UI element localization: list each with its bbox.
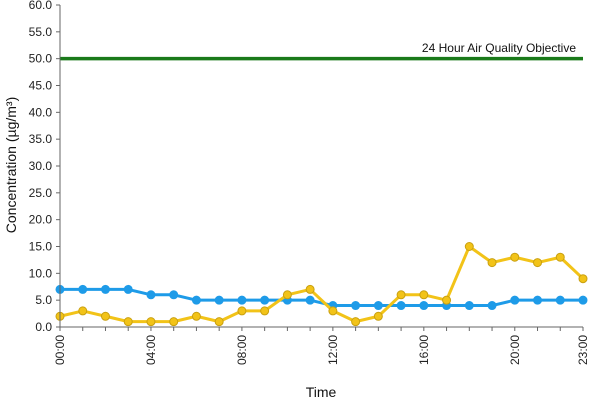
x-tick-label: 20:00 — [508, 335, 522, 365]
series-2-point — [419, 290, 429, 300]
series-2-point — [510, 252, 520, 262]
y-tick-label: 20.0 — [29, 213, 53, 227]
x-tick-label: 08:00 — [235, 335, 249, 365]
series-2-point — [328, 306, 338, 316]
series-2-point — [282, 290, 292, 300]
series-1-point — [555, 295, 565, 305]
x-tick-label: 12:00 — [326, 335, 340, 365]
y-tick-label: 40.0 — [29, 105, 53, 119]
series-2-point — [487, 258, 497, 268]
x-axis-title: Time — [306, 384, 337, 400]
series-2-line — [59, 245, 585, 324]
series-2-point — [373, 311, 383, 321]
series-1-point — [533, 295, 543, 305]
series-1-point — [396, 301, 406, 311]
series-2-point — [464, 242, 474, 251]
series-2-point — [260, 306, 270, 316]
y-tick-label: 10.0 — [29, 266, 53, 280]
y-tick-label: 60.0 — [29, 0, 53, 12]
series-1-point — [191, 295, 201, 305]
series-2-point — [533, 258, 543, 268]
series-2-point — [351, 317, 361, 327]
series-1-point — [100, 284, 110, 294]
x-tick-label: 16:00 — [417, 335, 431, 365]
x-tick-label: 23:00 — [576, 335, 590, 365]
y-tick-label: 5.0 — [35, 293, 52, 307]
series-1-line — [60, 287, 583, 308]
y-tick-label: 30.0 — [29, 159, 53, 173]
y-tick-label: 25.0 — [29, 186, 53, 200]
y-axis-title: Concentration (µg/m³) — [3, 97, 19, 233]
series-1-point — [487, 301, 497, 311]
series-1-point — [123, 284, 133, 294]
series-2-point — [578, 274, 588, 284]
series-1-point — [78, 284, 88, 294]
series-2-point — [191, 311, 201, 321]
series-1-point — [169, 290, 179, 300]
series-1-point — [373, 301, 383, 311]
series-2-point — [305, 284, 315, 294]
series-2-point — [146, 317, 156, 327]
series-2-point — [214, 317, 224, 327]
series-2-point — [237, 306, 247, 316]
series-1-point — [305, 295, 315, 305]
series-1-point — [214, 295, 224, 305]
series-2-point — [442, 295, 452, 305]
x-tick-label: 04:00 — [144, 335, 158, 365]
x-tick-label: 00:00 — [53, 335, 67, 365]
series-2-point — [555, 252, 565, 262]
series-1-point — [351, 301, 361, 311]
y-tick-label: 55.0 — [29, 25, 53, 39]
series-2-point — [100, 311, 110, 321]
series-2-point — [396, 290, 406, 300]
series-2-point — [169, 317, 179, 327]
series-1-point — [260, 295, 270, 305]
series-2-point — [123, 317, 133, 327]
series-1-point — [578, 295, 588, 305]
y-tick-label: 0.0 — [35, 320, 52, 334]
y-tick-label: 35.0 — [29, 132, 53, 146]
series-1-point — [237, 295, 247, 305]
series-1-point — [419, 301, 429, 311]
series-2-point — [78, 306, 88, 316]
series-1-point — [146, 290, 156, 300]
series-1-point — [510, 295, 520, 305]
y-tick-label: 15.0 — [29, 240, 53, 254]
y-tick-label: 45.0 — [29, 79, 53, 93]
y-tick-label: 50.0 — [29, 52, 53, 66]
series-1-point — [464, 301, 474, 311]
reference-line-label: 24 Hour Air Quality Objective — [422, 41, 576, 55]
